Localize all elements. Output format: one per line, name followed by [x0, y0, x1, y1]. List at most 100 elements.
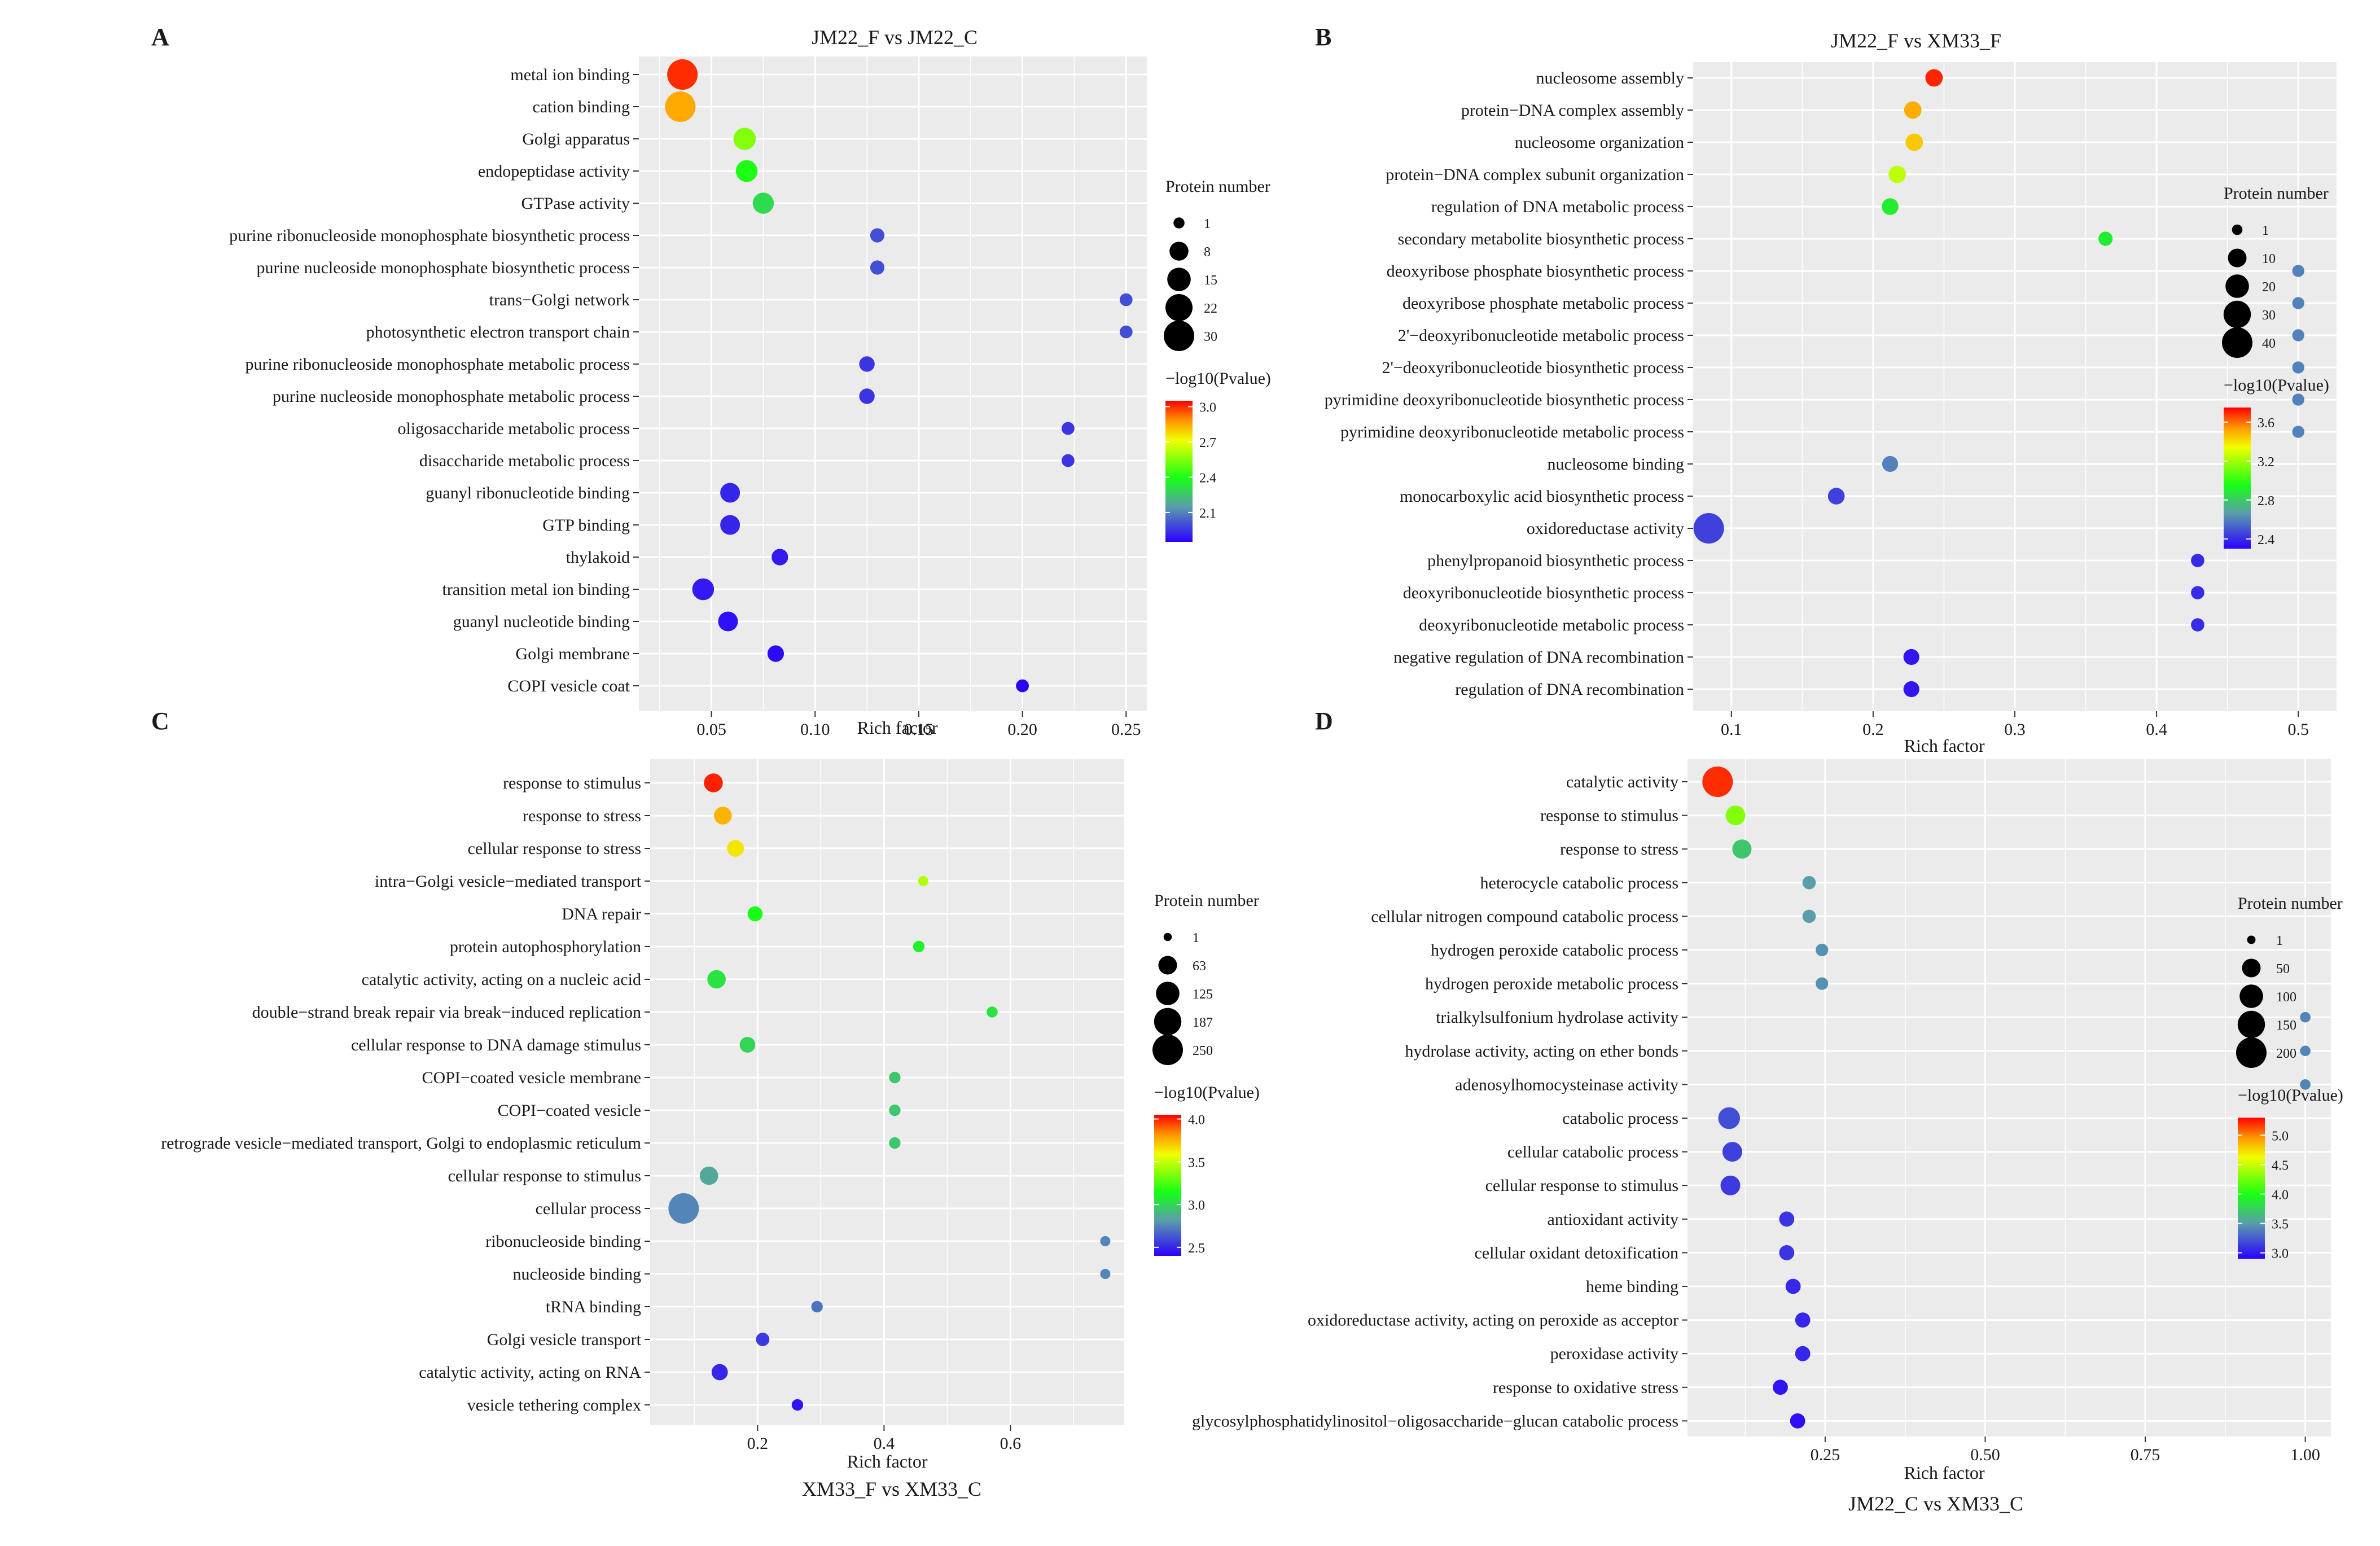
data-point[interactable]: [1795, 1346, 1811, 1361]
data-point[interactable]: [2191, 554, 2204, 567]
term-label: antioxidant activity: [1548, 1210, 1678, 1229]
data-point[interactable]: [1882, 198, 1899, 215]
data-point[interactable]: [913, 940, 925, 953]
data-point[interactable]: [752, 192, 774, 214]
term-label: heme binding: [1586, 1277, 1678, 1296]
data-point[interactable]: [2300, 1079, 2311, 1090]
data-point[interactable]: [767, 645, 784, 662]
data-point[interactable]: [2098, 231, 2113, 246]
data-point[interactable]: [2292, 426, 2304, 438]
term-label: COPI−coated vesicle membrane: [422, 1068, 641, 1087]
term-label: Golgi vesicle transport: [487, 1330, 642, 1349]
data-point[interactable]: [1722, 1142, 1742, 1162]
data-point[interactable]: [1773, 1379, 1788, 1395]
term-label: catabolic process: [1562, 1109, 1678, 1128]
data-point[interactable]: [1905, 133, 1923, 151]
data-point[interactable]: [1903, 681, 1919, 698]
data-point[interactable]: [811, 1300, 823, 1313]
data-point[interactable]: [889, 1137, 901, 1149]
data-point[interactable]: [692, 578, 715, 601]
data-point[interactable]: [735, 160, 758, 182]
size-legend-label: 125: [1193, 987, 1213, 1002]
data-point[interactable]: [665, 91, 696, 122]
data-point[interactable]: [720, 483, 740, 503]
data-point[interactable]: [987, 1006, 998, 1018]
data-point[interactable]: [2292, 361, 2304, 374]
data-point[interactable]: [1119, 325, 1133, 339]
data-point[interactable]: [1827, 488, 1845, 505]
data-point[interactable]: [889, 1104, 901, 1116]
term-label: photosynthetic electron transport chain: [366, 323, 630, 341]
data-point[interactable]: [2292, 393, 2304, 406]
chart-title: JM22_C vs XM33_C: [1848, 1492, 2023, 1515]
data-point[interactable]: [1816, 943, 1829, 957]
data-point[interactable]: [1925, 69, 1943, 87]
term-label: intra−Golgi vesicle−mediated transport: [375, 872, 642, 891]
term-label: cellular response to stimulus: [448, 1167, 641, 1185]
data-point[interactable]: [1802, 909, 1816, 923]
term-label: COPI−coated vesicle: [498, 1101, 641, 1120]
data-point[interactable]: [704, 773, 723, 792]
term-label: adenosylhomocysteinase activity: [1455, 1075, 1678, 1094]
term-label: 2'−deoxyribonucleotide metabolic process: [1398, 326, 1684, 345]
x-tick-label: 0.4: [874, 1434, 895, 1453]
data-point[interactable]: [2300, 1045, 2311, 1057]
data-point[interactable]: [2292, 329, 2304, 341]
data-point[interactable]: [739, 1037, 756, 1053]
data-point[interactable]: [1779, 1211, 1795, 1227]
data-point[interactable]: [2191, 586, 2204, 599]
data-point[interactable]: [1790, 1413, 1805, 1429]
data-point[interactable]: [1702, 767, 1733, 797]
term-label: response to stimulus: [503, 774, 641, 792]
data-point[interactable]: [2300, 1011, 2311, 1023]
data-point[interactable]: [707, 970, 726, 989]
data-point[interactable]: [711, 1364, 728, 1381]
data-point[interactable]: [1119, 293, 1133, 306]
data-point[interactable]: [718, 611, 738, 632]
data-point[interactable]: [756, 1333, 770, 1346]
data-point[interactable]: [1100, 1269, 1111, 1279]
term-label: oxidoreductase activity, acting on perox…: [1308, 1311, 1678, 1330]
data-point[interactable]: [1062, 454, 1075, 467]
data-point[interactable]: [699, 1166, 718, 1185]
data-point[interactable]: [1888, 165, 1906, 183]
data-point[interactable]: [1903, 649, 1919, 665]
size-legend-label: 50: [2276, 962, 2290, 976]
data-point[interactable]: [1779, 1245, 1795, 1260]
data-point[interactable]: [2292, 265, 2304, 277]
data-point[interactable]: [2191, 618, 2204, 632]
data-point[interactable]: [1693, 513, 1724, 544]
data-point[interactable]: [1062, 422, 1075, 435]
data-point[interactable]: [870, 260, 885, 275]
data-point[interactable]: [859, 356, 875, 372]
data-point[interactable]: [772, 549, 788, 566]
data-point[interactable]: [859, 388, 875, 404]
size-legend-key: [2222, 327, 2252, 358]
data-point[interactable]: [2292, 297, 2304, 309]
data-point[interactable]: [791, 1399, 804, 1411]
data-point[interactable]: [1785, 1278, 1801, 1294]
data-point[interactable]: [733, 128, 756, 150]
data-point[interactable]: [918, 876, 928, 886]
data-point[interactable]: [889, 1071, 901, 1084]
data-point[interactable]: [747, 906, 763, 922]
data-point[interactable]: [1725, 805, 1746, 826]
data-point[interactable]: [668, 1193, 699, 1224]
data-point[interactable]: [1816, 977, 1829, 990]
data-point[interactable]: [1720, 1175, 1741, 1195]
data-point[interactable]: [1802, 876, 1816, 890]
data-point[interactable]: [1732, 839, 1752, 859]
data-point[interactable]: [667, 59, 698, 90]
data-point[interactable]: [720, 515, 740, 535]
size-legend-key: [2242, 958, 2261, 978]
data-point[interactable]: [1718, 1107, 1741, 1129]
data-point[interactable]: [1795, 1312, 1811, 1328]
data-point[interactable]: [1100, 1236, 1111, 1246]
data-point[interactable]: [714, 807, 732, 825]
data-point[interactable]: [1882, 456, 1899, 472]
data-point[interactable]: [1016, 679, 1029, 693]
data-point[interactable]: [727, 840, 744, 857]
data-point[interactable]: [1904, 101, 1922, 119]
term-label: secondary metabolite biosynthetic proces…: [1398, 230, 1684, 248]
data-point[interactable]: [870, 228, 885, 243]
